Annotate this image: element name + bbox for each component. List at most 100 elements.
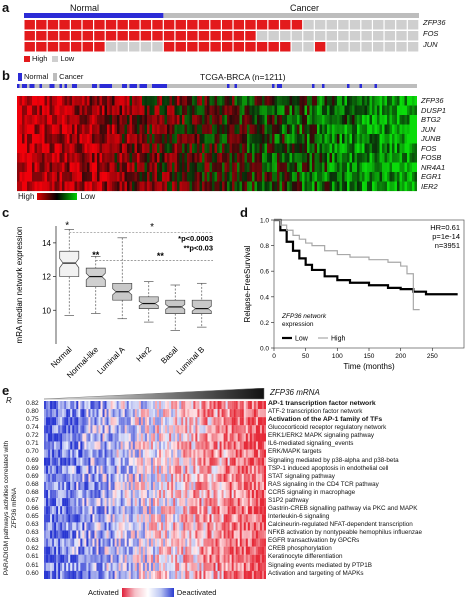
pathway-cell	[96, 425, 99, 434]
pathway-cell	[132, 506, 135, 515]
pathway-cell	[58, 570, 61, 579]
r-values-column: 0.82 0.80 0.75 0.74 0.72 0.71 0.70 0.69 0.69 0.69…	[26, 400, 46, 578]
pathway-cell	[229, 514, 232, 523]
expression-cell	[227, 153, 230, 163]
pathway-cell	[134, 546, 137, 555]
pathway-cell	[263, 562, 266, 572]
pathway-cell	[86, 473, 89, 483]
pathway-cell	[261, 473, 265, 483]
pathway-cell	[245, 425, 248, 434]
pathway-cell	[100, 514, 103, 523]
expression-cell	[409, 162, 413, 173]
pathway-cell	[157, 441, 160, 450]
pathway-cell	[84, 449, 87, 458]
expression-cell	[204, 115, 208, 125]
pathway-cell	[102, 530, 105, 539]
expression-cell	[164, 115, 168, 125]
pathway-cell	[150, 570, 154, 579]
pathway-cell	[142, 554, 146, 563]
pathway-cell	[239, 433, 242, 442]
expression-cell	[392, 96, 395, 106]
pathway-cell	[84, 506, 87, 515]
pathway-cell	[175, 538, 178, 547]
pathway-cell	[76, 417, 79, 426]
pathway-cell	[134, 449, 137, 458]
pathway-cell	[134, 481, 137, 491]
expression-cell	[222, 124, 225, 135]
expression-cell	[337, 143, 340, 154]
pathway-cell	[225, 417, 228, 426]
expression-cell	[367, 105, 370, 116]
pathway-cell	[189, 530, 192, 539]
pathway-cell	[50, 498, 53, 507]
expression-cell	[99, 181, 103, 192]
sample-type-tick	[287, 84, 290, 88]
pathway-cell	[104, 530, 107, 539]
expression-cell	[412, 181, 415, 192]
expression-cell	[74, 105, 78, 116]
pathway-cell	[195, 490, 198, 499]
pathway-cell	[120, 522, 123, 531]
pathway-cell	[209, 401, 212, 410]
pathway-cell	[56, 514, 59, 523]
pathway-cell	[88, 506, 91, 515]
pathway-cell	[257, 417, 261, 426]
pathway-cell	[64, 441, 67, 450]
pathway-cell	[58, 433, 61, 442]
pathway-cell	[193, 490, 196, 499]
expression-cell	[214, 172, 218, 182]
pathway-cell	[124, 465, 127, 474]
expression-cell	[397, 153, 400, 163]
pathway-cell	[96, 449, 99, 458]
expression-cell	[62, 96, 65, 106]
pathway-cell	[120, 409, 123, 418]
pathway-cell	[102, 506, 105, 515]
pathway-cell	[193, 441, 196, 450]
expression-cell	[269, 105, 273, 116]
pathway-cell	[112, 498, 115, 507]
pathway-cell	[201, 409, 204, 418]
pathway-cell	[90, 538, 93, 547]
pathway-cell	[72, 409, 75, 418]
expression-cell	[324, 115, 328, 125]
expression-cell	[342, 105, 345, 116]
pathway-cell	[237, 441, 240, 450]
pathway-cell	[112, 570, 115, 579]
pathway-cell	[114, 570, 117, 579]
expression-cell	[19, 115, 23, 125]
pathway-cell	[189, 522, 192, 531]
pathway-cell	[253, 522, 257, 531]
pathway-cell	[239, 554, 242, 563]
expression-cell	[364, 153, 368, 163]
pathway-cell	[197, 546, 200, 555]
binary-cell	[36, 42, 47, 52]
expression-cell	[407, 172, 410, 182]
expression-cell	[309, 162, 313, 173]
expression-cell	[327, 105, 330, 116]
pathway-cell	[195, 441, 198, 450]
pathway-cell	[46, 490, 49, 499]
pathway-cell	[217, 425, 220, 434]
pathway-cell	[106, 570, 109, 579]
pathway-cell	[237, 490, 240, 499]
pathway-cell	[199, 562, 202, 572]
pathway-cell	[50, 530, 53, 539]
pathway-cell	[171, 554, 174, 563]
pathway-cell	[44, 490, 47, 499]
pathway-cell	[46, 417, 49, 426]
expression-cell	[252, 162, 255, 173]
expression-cell	[409, 115, 413, 125]
pathway-cell	[165, 522, 168, 531]
expression-cell	[397, 143, 400, 154]
expression-cell	[69, 105, 73, 116]
expression-cell	[332, 96, 335, 106]
sample-type-tick	[352, 84, 355, 88]
pathway-cell	[94, 481, 97, 491]
pathway-cell	[245, 490, 248, 499]
pathway-cell	[92, 457, 95, 466]
pathway-cell	[161, 562, 164, 572]
expression-cell	[289, 105, 293, 116]
expression-cell	[257, 124, 260, 135]
pathway-cell	[112, 562, 115, 572]
pathway-cell	[72, 441, 75, 450]
